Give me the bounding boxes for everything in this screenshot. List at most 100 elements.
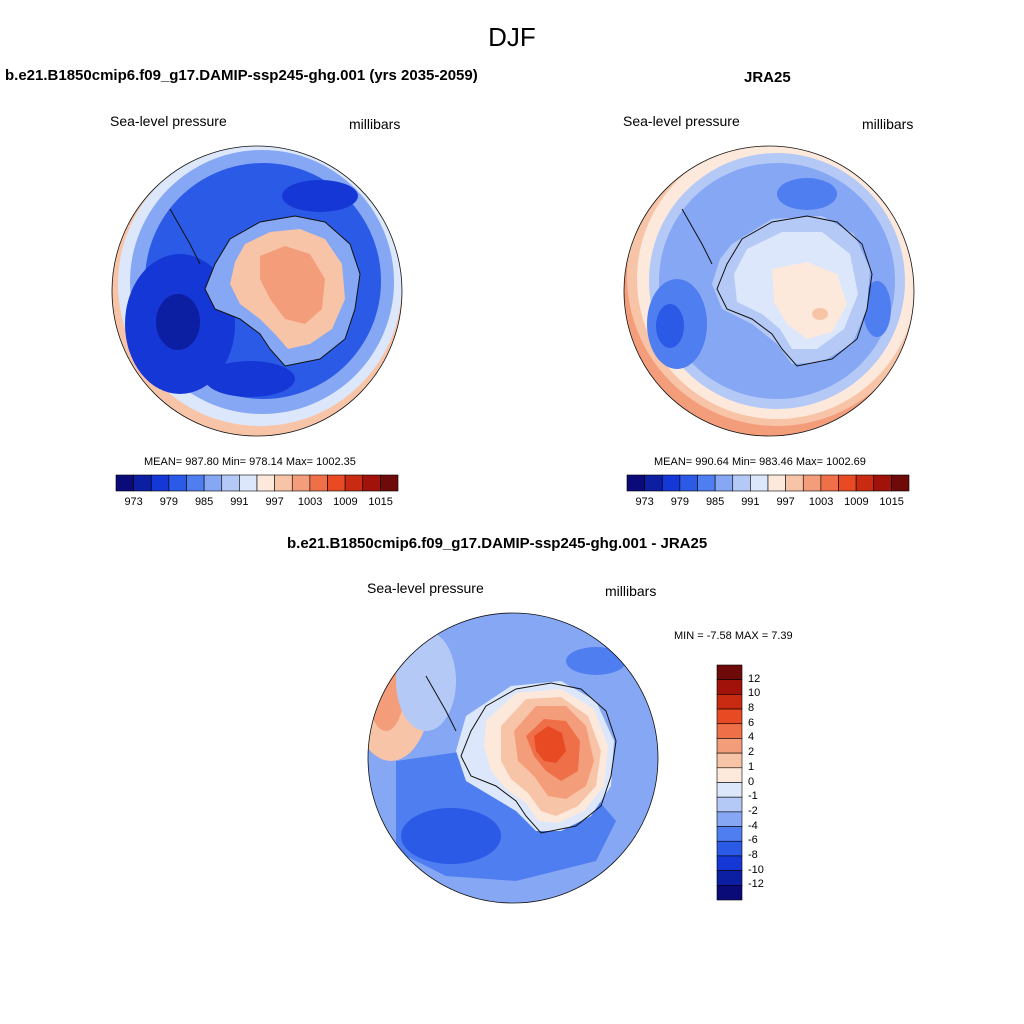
colorbar-swatch [697,474,716,492]
panel-3-stats: MIN = -7.58 MAX = 7.39 [674,630,793,642]
colorbar-tick-label: 8 [748,702,755,715]
colorbar-swatch [362,474,381,492]
colorbar-swatch [873,474,892,492]
colorbar-swatch [716,855,743,871]
colorbar-swatch [820,474,839,492]
colorbar-tick-label: 973 [635,496,654,508]
colorbar-swatch [838,474,857,492]
colorbar-swatch [716,767,743,783]
colorbar-tick-label: 1 [748,760,755,773]
colorbar-swatch [750,474,769,492]
colorbar-swatch [133,474,152,492]
colorbar-swatch [714,474,734,492]
colorbar-swatch [626,474,645,492]
panel-1-stats: MEAN= 987.80 Min= 978.14 Max= 1002.35 [144,456,356,468]
colorbar-tick-label: -12 [748,878,764,891]
colorbar-tick-label: 991 [230,496,249,508]
colorbar-tick-label: 985 [194,496,214,508]
colorbar-swatch [291,474,311,492]
colorbar-tick-label: 4 [748,731,755,744]
colorbar-swatch [274,474,293,492]
colorbar-swatch [716,885,743,901]
colorbar-swatch [891,474,910,492]
colorbar-swatch [767,474,786,492]
panel-1-map [111,145,403,437]
colorbar-tick-label: 10 [748,687,761,700]
colorbar-tick-label: 985 [705,496,725,508]
colorbar-swatch [344,474,364,492]
colorbar-swatch [203,474,223,492]
colorbar-swatch [186,474,205,492]
coastline-2 [681,208,873,367]
panel-2-units-label: millibars [862,116,914,132]
colorbar-swatch [256,474,275,492]
colorbar-tick-label: 2 [748,746,755,759]
colorbar-swatch [239,474,258,492]
colorbar-tick-label: 1015 [879,496,904,508]
colorbar-swatch [150,474,170,492]
colorbar-tick-label: 991 [741,496,760,508]
panel-3-units-label: millibars [605,583,657,599]
colorbar-swatch [855,474,875,492]
panel-1-units-label: millibars [349,116,401,132]
colorbar-swatch [644,474,663,492]
colorbar-swatch [115,474,134,492]
colorbar-tick-label: -1 [748,790,758,803]
colorbar-swatch [716,679,743,695]
colorbar-tick-label: -4 [748,819,758,832]
colorbar-tick-label: -2 [748,804,758,817]
colorbar-swatch [716,796,743,813]
colorbar-swatch [309,474,328,492]
panel-2-stats: MEAN= 990.64 Min= 983.46 Max= 1002.69 [654,456,866,468]
coastline-3 [425,675,617,834]
colorbar-swatch [327,474,346,492]
panel-2-variable-label: Sea-level pressure [623,113,740,129]
panel-2-title: JRA25 [744,69,791,86]
colorbar-tick-label: 997 [265,496,284,508]
colorbar-tick-label: 1009 [333,496,358,508]
colorbar-swatch [716,782,743,798]
panel-2-colorbar [626,474,910,492]
colorbar-tick-label: 0 [748,775,755,788]
colorbar-swatch [716,840,743,857]
colorbar-swatch [716,664,743,680]
panel-3-map [367,612,659,904]
colorbar-tick-label: 1003 [808,496,834,508]
colorbar-tick-label: 979 [670,496,690,508]
colorbar-tick-label: -8 [748,848,758,861]
panel-3-colorbar [716,664,743,901]
colorbar-tick-label: 12 [748,672,761,685]
colorbar-swatch [716,738,743,754]
colorbar-swatch [221,474,240,492]
colorbar-tick-label: -10 [748,863,764,876]
colorbar-swatch [732,474,751,492]
colorbar-swatch [716,694,743,710]
panel-3-title: b.e21.B1850cmip6.f09_g17.DAMIP-ssp245-gh… [287,535,708,552]
colorbar-swatch [716,870,743,886]
colorbar-tick-label: 6 [748,716,755,729]
colorbar-swatch [661,474,681,492]
colorbar-tick-label: 979 [159,496,179,508]
figure-title: DJF [488,22,536,52]
colorbar-tick-label: 973 [124,496,143,508]
colorbar-tick-label: -6 [748,834,758,847]
colorbar-swatch [716,826,743,842]
coastline-1 [169,208,361,367]
colorbar-swatch [785,474,804,492]
colorbar-swatch [802,474,822,492]
colorbar-swatch [716,723,743,739]
colorbar-swatch [716,708,743,725]
colorbar-swatch [679,474,698,492]
colorbar-tick-label: 997 [776,496,795,508]
colorbar-swatch [716,752,743,769]
colorbar-tick-label: 1009 [844,496,869,508]
panel-1-colorbar [115,474,399,492]
panel-1-variable-label: Sea-level pressure [110,113,227,129]
colorbar-swatch [716,811,743,827]
colorbar-swatch [380,474,399,492]
panel-2-map [623,145,915,437]
colorbar-tick-label: 1003 [297,496,323,508]
panel-1-title: b.e21.B1850cmip6.f09_g17.DAMIP-ssp245-gh… [5,67,478,84]
colorbar-swatch [168,474,187,492]
panel-3-variable-label: Sea-level pressure [367,580,484,596]
